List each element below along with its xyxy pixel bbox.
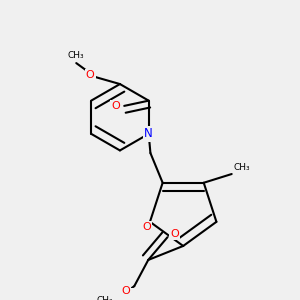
Text: O: O [142,222,151,232]
Text: O: O [170,229,179,239]
Text: CH₃: CH₃ [68,51,85,60]
Text: O: O [86,70,94,80]
Text: O: O [121,286,130,296]
Text: CH₃: CH₃ [97,296,113,300]
Text: O: O [111,101,120,111]
Text: CH₃: CH₃ [233,163,250,172]
Text: N: N [144,127,153,140]
